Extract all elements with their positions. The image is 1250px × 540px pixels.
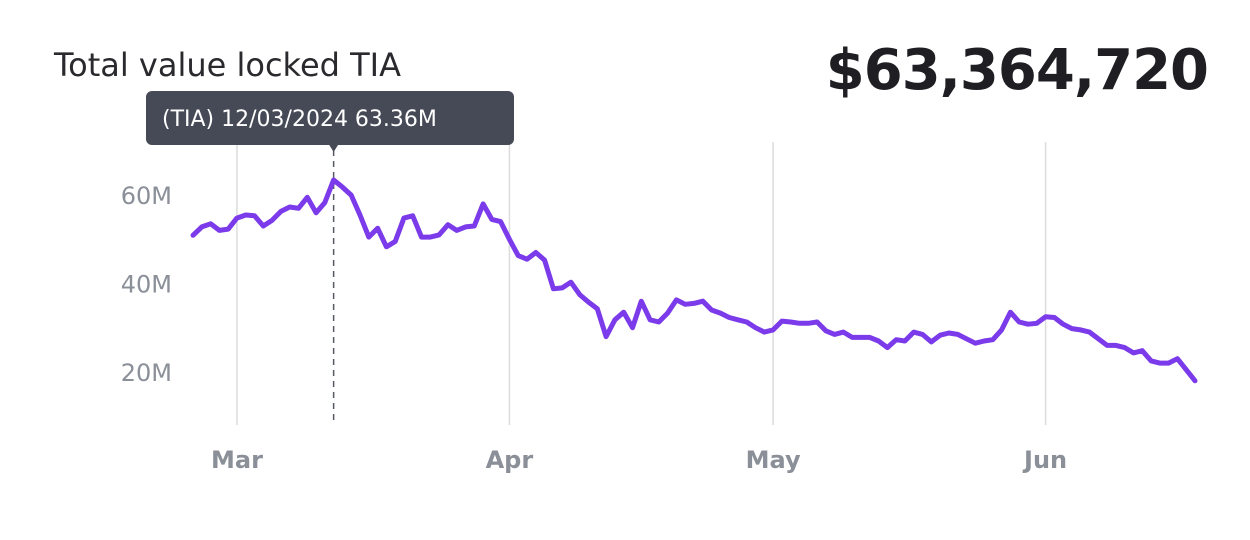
x-tick-label: Apr <box>486 446 534 474</box>
y-tick-label: 60M <box>121 182 172 210</box>
series-line[interactable] <box>190 177 1198 384</box>
y-tick-label: 20M <box>121 359 172 387</box>
total-value: $63,364,720 <box>825 38 1209 103</box>
tooltip-arrow <box>328 144 339 152</box>
x-tick-label: Mar <box>211 446 263 474</box>
x-tick-label: Jun <box>1022 446 1067 474</box>
tooltip: (TIA) 12/03/2024 63.36M <box>146 91 514 152</box>
gridlines <box>236 142 1047 425</box>
y-tick-label: 40M <box>121 271 172 299</box>
y-axis-ticks: 20M 40M 60M <box>121 182 172 387</box>
x-axis-ticks: Mar Apr May Jun <box>211 446 1067 474</box>
tooltip-text: (TIA) 12/03/2024 63.36M <box>162 107 437 132</box>
x-tick-label: May <box>746 446 801 474</box>
chart-title: Total value locked TIA <box>54 46 401 84</box>
tooltip-box <box>146 91 514 145</box>
